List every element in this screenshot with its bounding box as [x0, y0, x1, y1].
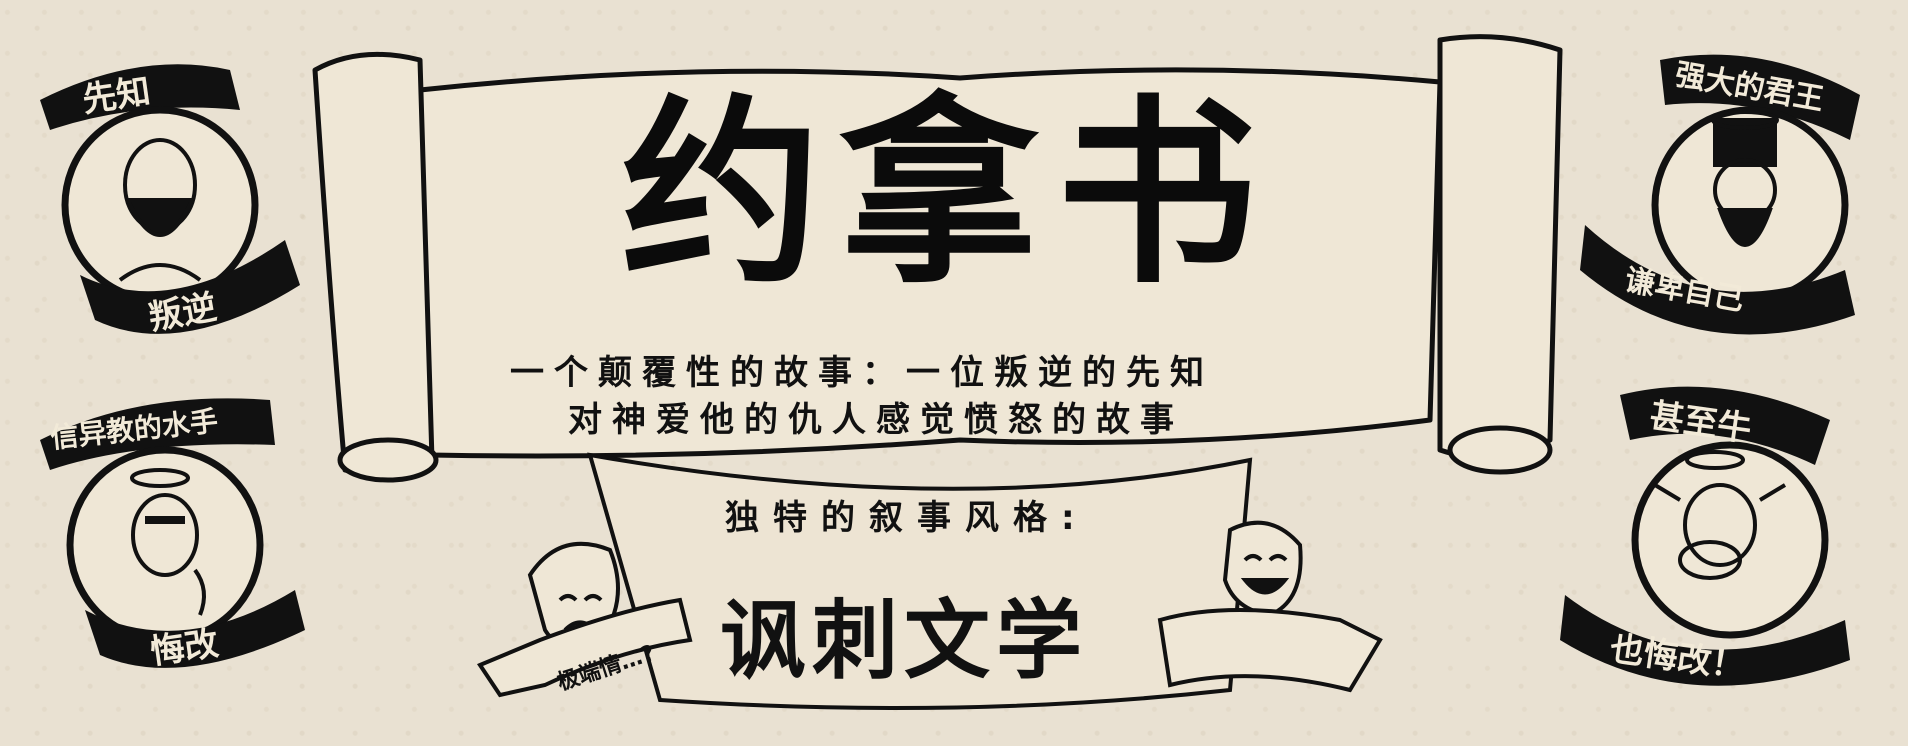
prophet-badge-top: 先知	[80, 71, 153, 121]
scroll-drape	[587, 452, 1253, 710]
ribbon-right	[1157, 608, 1383, 693]
narrative-label: 独特的叙事风格:	[725, 498, 1089, 538]
praying-sailor-icon	[130, 468, 206, 616]
page-title: 约拿书	[620, 78, 1275, 311]
ribbon-left	[476, 597, 693, 698]
cow-badge	[1560, 386, 1850, 686]
king-badge	[1580, 54, 1860, 335]
crowned-king-icon	[1711, 110, 1779, 247]
narrative-style: 讽刺文学	[720, 591, 1088, 691]
prophet-badge	[40, 64, 300, 334]
happy-mask-icon	[1222, 520, 1303, 618]
bearded-prophet-icon	[118, 138, 202, 282]
sailors-badge	[40, 398, 305, 668]
subtitle-line-1: 一个颠覆性的故事：一位叛逆的先知	[510, 353, 1214, 393]
subtitle-line-2: 对神爱他的仇人感觉愤怒的故事	[568, 400, 1184, 440]
sailors-badge-bottom: 悔改	[148, 623, 221, 673]
cow-with-halo-icon	[1653, 450, 1787, 580]
scroll	[312, 34, 1563, 483]
